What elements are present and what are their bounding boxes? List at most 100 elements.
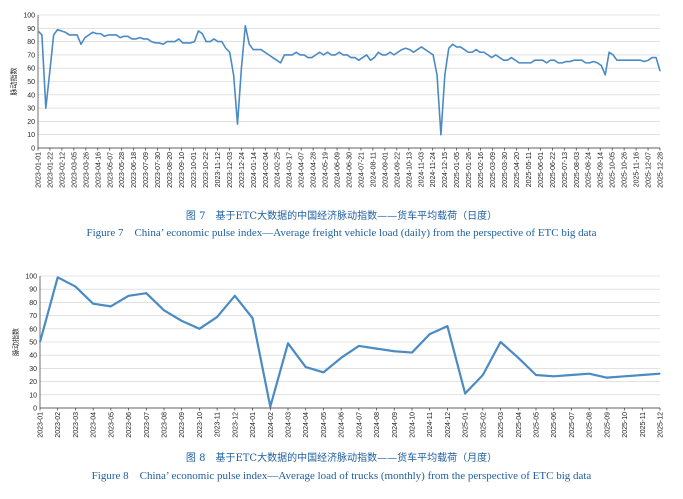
x-tick-label: 2025-02 (480, 412, 487, 438)
y-tick-label: 50 (27, 79, 35, 86)
data-point (655, 56, 657, 59)
data-point (350, 56, 352, 59)
x-tick-label: 2024-07-21 (358, 152, 365, 188)
x-tick-label: 2023-02 (55, 412, 62, 438)
x-tick-label: 2025-08 (587, 412, 594, 438)
data-point (549, 59, 552, 61)
data-point (119, 37, 121, 39)
data-point (248, 43, 250, 45)
x-tick-label: 2023-01 (38, 412, 45, 438)
data-point (553, 59, 555, 61)
x-tick-label: 2024-12 (445, 412, 452, 438)
data-point (612, 54, 614, 56)
data-point (393, 350, 395, 352)
data-point (373, 56, 376, 59)
x-tick-label: 2024-08-11 (370, 152, 377, 187)
data-point (53, 34, 55, 36)
data-point (565, 60, 567, 63)
data-point (315, 54, 317, 56)
y-tick-label: 0 (33, 406, 37, 413)
data-point (174, 41, 176, 43)
data-point (362, 56, 364, 59)
x-tick-label: 2024-06 (339, 412, 346, 438)
data-point (45, 107, 47, 109)
y-tick-label: 40 (29, 353, 37, 360)
data-point (338, 51, 340, 53)
figure-8-panel: 0 10 20 30 40 50 60 70 80 90 100 脉动指数 2023-01 2023-02… (0, 256, 683, 499)
data-point (635, 59, 638, 61)
x-tick-label: 2024-01-14 (251, 152, 258, 188)
data-point (561, 62, 563, 64)
x-tick-label: 2024-09-22 (394, 152, 401, 188)
x-tick-label: 2023-11 (215, 412, 222, 437)
data-point (557, 62, 559, 64)
data-point (381, 54, 383, 56)
x-tick-label: 2025-03-09 (490, 152, 497, 188)
x-tick-label: 2024-11-03 (418, 152, 425, 187)
data-point (659, 373, 661, 375)
data-point (628, 59, 630, 61)
x-tick-label: 2025-09 (604, 412, 611, 438)
data-point (514, 59, 516, 61)
x-tick-label: 2023-04 (91, 412, 98, 438)
data-point (131, 38, 133, 40)
data-point (166, 41, 168, 43)
data-point (495, 54, 497, 56)
data-point (186, 42, 188, 44)
data-point (643, 60, 645, 63)
data-point (358, 59, 360, 61)
data-point (385, 54, 387, 56)
data-point (487, 54, 489, 56)
y-tick-label: 30 (29, 366, 37, 373)
data-point (88, 34, 90, 36)
series-line (37, 24, 661, 136)
data-point (659, 70, 661, 72)
data-point (307, 56, 309, 59)
data-point (464, 392, 466, 395)
x-tick-label: 2023-01-22 (47, 152, 54, 188)
x-tick-label: 2024-10-13 (406, 152, 413, 188)
data-point (534, 59, 536, 61)
y-tick-label: 100 (25, 274, 37, 281)
data-point (135, 38, 137, 40)
data-point (244, 25, 246, 27)
data-point (322, 371, 325, 373)
data-point (428, 51, 430, 53)
data-point (647, 59, 649, 61)
data-point (217, 41, 219, 43)
data-point (553, 375, 555, 377)
data-point (623, 375, 626, 377)
x-tick-label: 2023-10 (197, 412, 204, 438)
data-point (96, 33, 98, 35)
data-point (256, 48, 258, 51)
data-point (295, 51, 297, 53)
data-point (569, 60, 571, 63)
x-tick-label: 2023-07-09 (143, 152, 150, 188)
data-point (639, 59, 642, 61)
data-point (303, 54, 305, 56)
y-tick-label: 50 (29, 340, 37, 347)
y-axis-label: 脉动指数 (9, 68, 18, 96)
y-tick-label: 70 (27, 52, 35, 59)
data-point (181, 320, 183, 322)
data-point (143, 38, 145, 40)
data-point (269, 406, 271, 408)
x-tick-label: 2025-03-30 (502, 152, 509, 188)
x-tick-label: 2023-11-12 (215, 152, 222, 187)
x-tick-label: 2025-12-28 (658, 152, 665, 188)
x-tick-label: 2023-08-20 (167, 152, 174, 188)
x-tick-label: 2024-12-15 (442, 152, 449, 188)
data-point (56, 29, 59, 31)
data-point (37, 30, 39, 32)
data-point (72, 34, 74, 36)
data-point (299, 54, 301, 56)
data-point (522, 62, 524, 64)
x-tick-label: 2025-04 (516, 412, 523, 438)
x-tick-label: 2025-07-13 (562, 152, 569, 188)
data-point (68, 34, 70, 36)
data-point (592, 60, 595, 63)
data-point (440, 134, 442, 136)
data-point (57, 276, 59, 278)
data-point (377, 51, 379, 53)
data-point (182, 42, 184, 44)
